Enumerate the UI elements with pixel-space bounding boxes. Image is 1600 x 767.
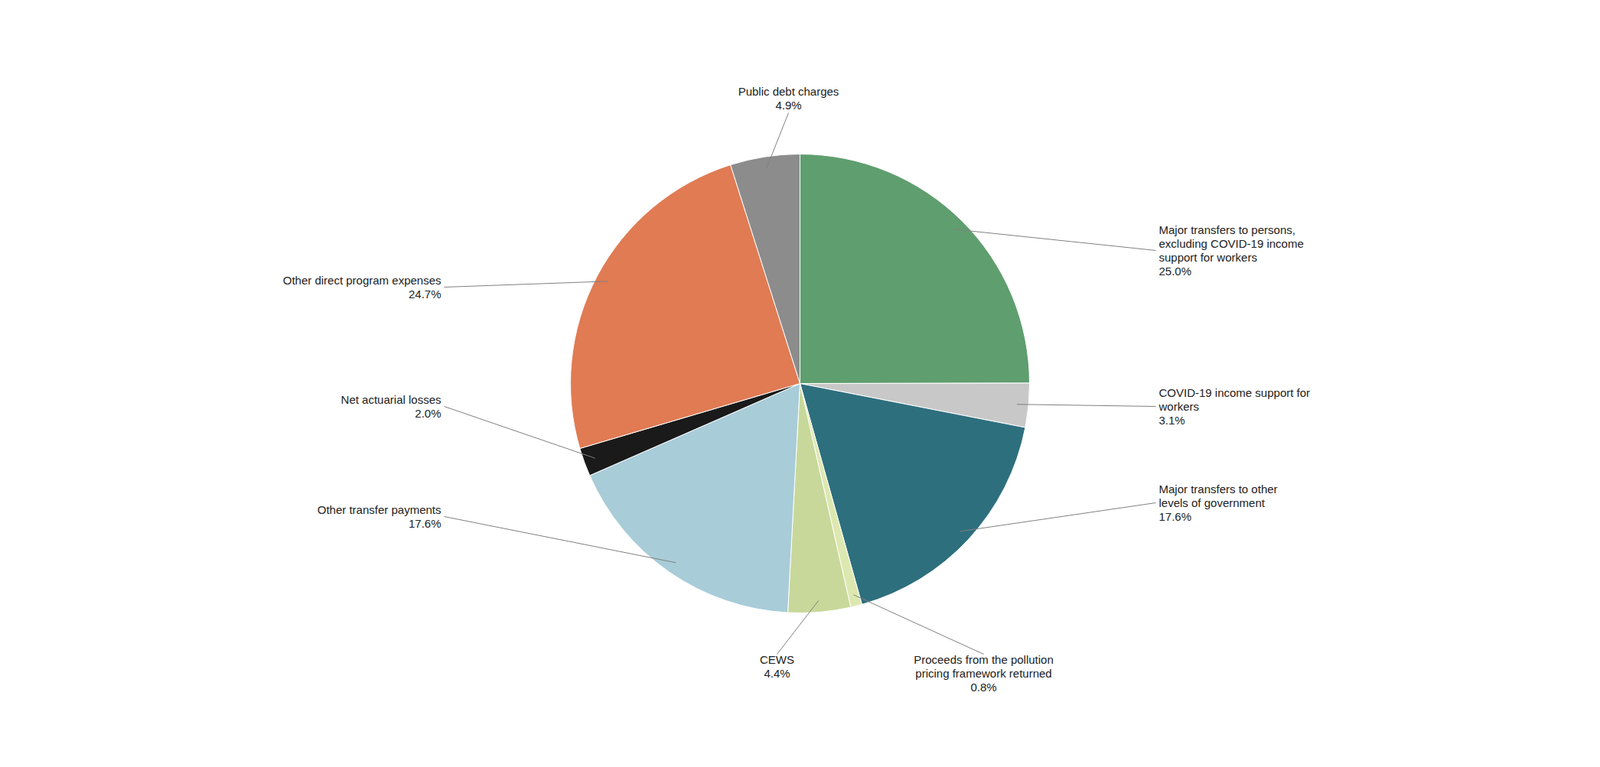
pie-slice <box>800 154 1030 385</box>
pie-slice <box>730 154 801 385</box>
label-category: workers <box>1158 400 1200 414</box>
label-category: CEWS <box>759 653 795 667</box>
data-label: 4.4% <box>763 667 790 681</box>
leader-line <box>853 595 984 655</box>
slice-label: CEWS4.4% <box>759 653 795 681</box>
data-label: 17.6% <box>1159 510 1193 524</box>
label-category: Major transfers to other <box>1159 482 1278 496</box>
slice-label: Other transfer payments17.6% <box>317 503 442 531</box>
slice-label: Proceeds from the pollutionpricing frame… <box>913 653 1054 695</box>
label-category: COVID-19 income support for <box>1159 386 1311 400</box>
label-category: Proceeds from the pollution <box>913 653 1054 667</box>
leader-line <box>766 113 789 169</box>
label-category: levels of government <box>1159 496 1266 510</box>
slice-label: Public debt charges4.9% <box>738 84 840 112</box>
leader-line <box>954 229 1157 251</box>
label-category: pricing framework returned <box>915 667 1052 681</box>
slice-label: Other direct program expenses24.7% <box>283 273 442 301</box>
data-label: 3.1% <box>1159 413 1186 427</box>
data-label: 4.9% <box>775 98 802 112</box>
pie <box>570 154 1030 614</box>
leader-line <box>777 600 819 655</box>
label-category: excluding COVID-19 income <box>1159 237 1304 251</box>
leader-line <box>444 281 608 288</box>
leader-line <box>960 503 1157 532</box>
data-label: 2.0% <box>414 407 441 421</box>
label-category: Other transfer payments <box>317 503 442 517</box>
chart: Major transfers to persons,excluding COV… <box>0 0 1600 767</box>
data-label: 0.8% <box>970 681 997 695</box>
label-category: support for workers <box>1159 250 1258 264</box>
label-category: Major transfers to persons, <box>1159 223 1296 237</box>
slice-label: COVID-19 income support forworkers3.1% <box>1158 386 1311 427</box>
labels: Major transfers to persons,excluding COV… <box>283 84 1310 695</box>
data-label: 25.0% <box>1159 264 1193 278</box>
label-category: Net actuarial losses <box>341 393 442 407</box>
data-label: 17.6% <box>408 517 442 531</box>
slice-label: Major transfers to persons,excluding COV… <box>1159 223 1304 278</box>
leader-line <box>444 407 596 460</box>
leader-line <box>444 517 677 564</box>
data-label: 24.7% <box>408 287 442 301</box>
slices <box>570 154 1030 614</box>
slice-label: Net actuarial losses2.0% <box>341 393 442 421</box>
slice-label: Major transfers to otherlevels of govern… <box>1159 482 1278 524</box>
label-category: Other direct program expenses <box>283 273 442 287</box>
label-category: Public debt charges <box>738 84 840 98</box>
leader-line <box>1016 404 1156 408</box>
